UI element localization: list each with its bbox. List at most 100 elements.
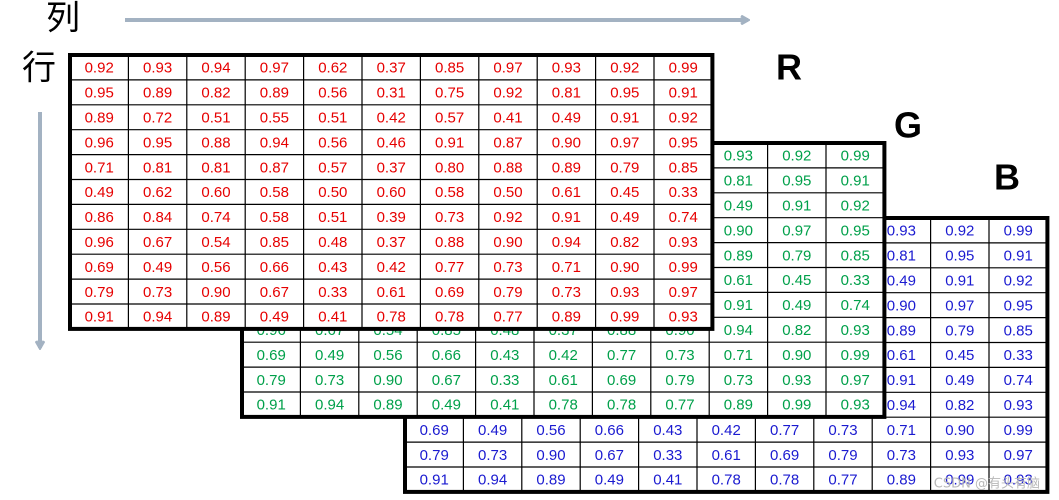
cell-value: 0.67 — [260, 284, 289, 301]
cell-value: 0.82 — [782, 322, 811, 339]
cell-value: 0.92 — [610, 60, 639, 77]
cell-value: 0.91 — [552, 209, 581, 226]
cell-value: 0.77 — [493, 309, 522, 326]
cell-value: 0.61 — [887, 347, 916, 364]
cell-value: 0.79 — [257, 372, 286, 389]
cell-value: 0.89 — [201, 309, 230, 326]
cell-value: 0.93 — [841, 322, 870, 339]
cell-value: 0.95 — [782, 173, 811, 190]
cell-value: 0.61 — [712, 447, 741, 464]
cell-value: 0.73 — [315, 372, 344, 389]
cell-value: 0.77 — [607, 347, 636, 364]
cell-value: 0.80 — [435, 159, 464, 176]
cell-value: 0.91 — [1004, 248, 1033, 265]
cell-value: 0.49 — [85, 184, 114, 201]
cell-value: 0.89 — [260, 85, 289, 102]
cell-value: 0.69 — [420, 422, 449, 439]
cell-value: 0.90 — [552, 134, 581, 151]
cell-value: 0.99 — [1004, 223, 1033, 240]
cell-value: 0.71 — [85, 159, 114, 176]
cell-value: 0.90 — [493, 234, 522, 251]
cell-value: 0.69 — [770, 447, 799, 464]
cell-value: 0.71 — [724, 347, 753, 364]
cell-value: 0.91 — [841, 173, 870, 190]
cell-value: 0.82 — [201, 85, 230, 102]
cell-value: 0.51 — [201, 109, 230, 126]
cell-value: 0.33 — [318, 284, 347, 301]
cell-value: 0.73 — [493, 259, 522, 276]
cell-value: 0.99 — [782, 397, 811, 414]
cell-value: 0.99 — [945, 472, 974, 489]
cell-value: 0.91 — [669, 85, 698, 102]
cell-value: 0.99 — [841, 148, 870, 165]
cell-value: 0.78 — [770, 472, 799, 489]
cell-value: 0.73 — [887, 447, 916, 464]
cell-value: 0.45 — [610, 184, 639, 201]
cell-value: 0.50 — [318, 184, 347, 201]
cell-value: 0.79 — [493, 284, 522, 301]
cell-value: 0.96 — [85, 134, 114, 151]
cell-value: 0.94 — [201, 60, 230, 77]
cell-value: 0.33 — [1004, 347, 1033, 364]
cell-value: 0.37 — [377, 159, 406, 176]
cell-value: 0.81 — [143, 159, 172, 176]
grid-background — [70, 55, 713, 329]
cell-value: 0.99 — [1004, 422, 1033, 439]
cell-value: 0.79 — [665, 372, 694, 389]
cell-value: 0.74 — [201, 209, 230, 226]
cell-value: 0.67 — [143, 234, 172, 251]
cell-value: 0.87 — [260, 159, 289, 176]
cell-value: 0.49 — [610, 209, 639, 226]
cell-value: 0.91 — [610, 109, 639, 126]
cell-value: 0.89 — [552, 309, 581, 326]
cell-value: 0.58 — [260, 209, 289, 226]
row-label: 行 — [22, 49, 56, 89]
cell-value: 0.54 — [201, 234, 230, 251]
cell-value: 0.97 — [493, 60, 522, 77]
cell-value: 0.49 — [595, 472, 624, 489]
cell-value: 0.89 — [724, 397, 753, 414]
cell-value: 0.56 — [318, 134, 347, 151]
cell-value: 0.90 — [373, 372, 402, 389]
cell-value: 0.79 — [782, 247, 811, 264]
cell-value: 0.48 — [318, 234, 347, 251]
cell-value: 0.86 — [85, 209, 114, 226]
cell-value: 0.90 — [536, 447, 565, 464]
cell-value: 0.49 — [887, 272, 916, 289]
cell-value: 0.42 — [377, 109, 406, 126]
cell-value: 0.79 — [610, 159, 639, 176]
cell-value: 0.85 — [435, 60, 464, 77]
cell-value: 0.93 — [143, 60, 172, 77]
cell-value: 0.90 — [724, 222, 753, 239]
cell-value: 0.81 — [552, 85, 581, 102]
cell-value: 0.77 — [665, 397, 694, 414]
cell-value: 0.49 — [143, 259, 172, 276]
cell-value: 0.61 — [724, 272, 753, 289]
cell-value: 0.58 — [260, 184, 289, 201]
cell-value: 0.79 — [945, 322, 974, 339]
column-label: 列 — [46, 0, 80, 39]
cell-value: 0.89 — [85, 109, 114, 126]
cell-value: 0.93 — [1004, 472, 1033, 489]
cell-value: 0.41 — [493, 109, 522, 126]
cell-value: 0.87 — [493, 134, 522, 151]
cell-value: 0.73 — [828, 422, 857, 439]
cell-value: 0.51 — [318, 209, 347, 226]
cell-value: 0.93 — [669, 309, 698, 326]
cell-value: 0.81 — [201, 159, 230, 176]
cell-value: 0.33 — [669, 184, 698, 201]
channel-name: B — [994, 157, 1020, 198]
cell-value: 0.95 — [610, 85, 639, 102]
channel-layers: 0.92 0.93 0.94 0.97 0.62 0.37 0.85 0.97 0.93 0.92… — [68, 47, 1050, 494]
cell-value: 0.99 — [669, 259, 698, 276]
cell-value: 0.49 — [724, 197, 753, 214]
cell-value: 0.79 — [828, 447, 857, 464]
cell-value: 0.43 — [653, 422, 682, 439]
cell-value: 0.88 — [201, 134, 230, 151]
cell-value: 0.62 — [318, 60, 347, 77]
cell-value: 0.90 — [610, 259, 639, 276]
cell-value: 0.91 — [945, 272, 974, 289]
cell-value: 0.61 — [552, 184, 581, 201]
cell-value: 0.92 — [493, 209, 522, 226]
